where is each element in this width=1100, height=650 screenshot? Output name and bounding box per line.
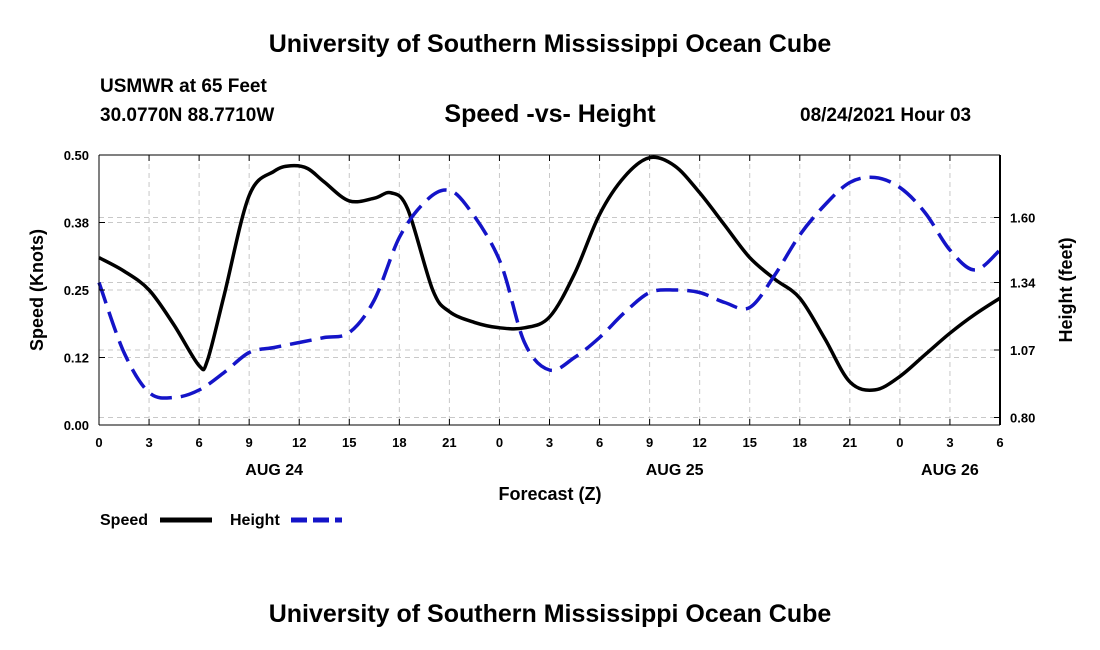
x-tick-label: 6 (996, 435, 1003, 450)
y-axis-label: Speed (Knots) (27, 229, 47, 351)
x-tick-label: 12 (692, 435, 706, 450)
axis-layer: 0 3 6 9 12 15 18 21 0 3 6 9 12 15 18 21 0 3 6 AUG 24 AUG 25 A… (64, 148, 1036, 479)
x-tick-label: 0 (95, 435, 102, 450)
chart-title: Speed -vs- Height (444, 100, 656, 128)
x-tick-label: 0 (896, 435, 903, 450)
y2-tick-label: 1.34 (1010, 276, 1036, 291)
main-title: University of Southern Mississippi Ocean… (268, 30, 832, 58)
footer-title: University of Southern Mississippi Ocean… (268, 600, 832, 628)
x-tick-label: 21 (442, 435, 456, 450)
x-tick-label: 21 (843, 435, 857, 450)
legend: Speed Height (100, 512, 342, 529)
x-tick-label: 15 (742, 435, 756, 450)
x-tick-label: 0 (496, 435, 503, 450)
y2-tick-label: 0.80 (1010, 411, 1035, 426)
x-tick-label: 15 (342, 435, 356, 450)
y-tick-label: 0.25 (64, 283, 89, 298)
legend-speed-label: Speed (100, 512, 148, 529)
day-label: AUG 26 (921, 462, 979, 479)
x-axis-label: Forecast (Z) (498, 484, 601, 504)
y-tick-label: 0.12 (64, 351, 89, 366)
y2-tick-label: 1.60 (1010, 211, 1035, 226)
height-series-line (97, 175, 1002, 400)
x-tick-label: 18 (793, 435, 807, 450)
x-tick-label: 3 (546, 435, 553, 450)
x-tick-label: 18 (392, 435, 406, 450)
day-label: AUG 25 (646, 462, 704, 479)
y2-tick-label: 1.07 (1010, 343, 1035, 358)
x-tick-label: 12 (292, 435, 306, 450)
x-tick-label: 3 (145, 435, 152, 450)
label-layer: Forecast (Z) Speed (Knots) Height (feet) (27, 229, 1076, 504)
legend-height-label: Height (230, 512, 280, 529)
y2-axis-label: Height (feet) (1056, 238, 1076, 343)
y-tick-label: 0.38 (64, 216, 89, 231)
x-tick-label: 9 (246, 435, 253, 450)
series-layer (97, 155, 1002, 400)
coordinates-label: 30.0770N 88.7710W (100, 105, 275, 126)
date-label: 08/24/2021 Hour 03 (800, 105, 972, 126)
x-tick-label: 6 (195, 435, 202, 450)
grid-layer (99, 155, 1000, 425)
speed-series-line (98, 155, 1001, 392)
x-tick-label: 9 (646, 435, 653, 450)
day-label: AUG 24 (245, 462, 303, 479)
x-tick-label: 6 (596, 435, 603, 450)
station-label: USMWR at 65 Feet (100, 76, 267, 97)
y-tick-label: 0.50 (64, 148, 89, 163)
x-tick-label: 3 (946, 435, 953, 450)
y-tick-label: 0.00 (64, 418, 89, 433)
